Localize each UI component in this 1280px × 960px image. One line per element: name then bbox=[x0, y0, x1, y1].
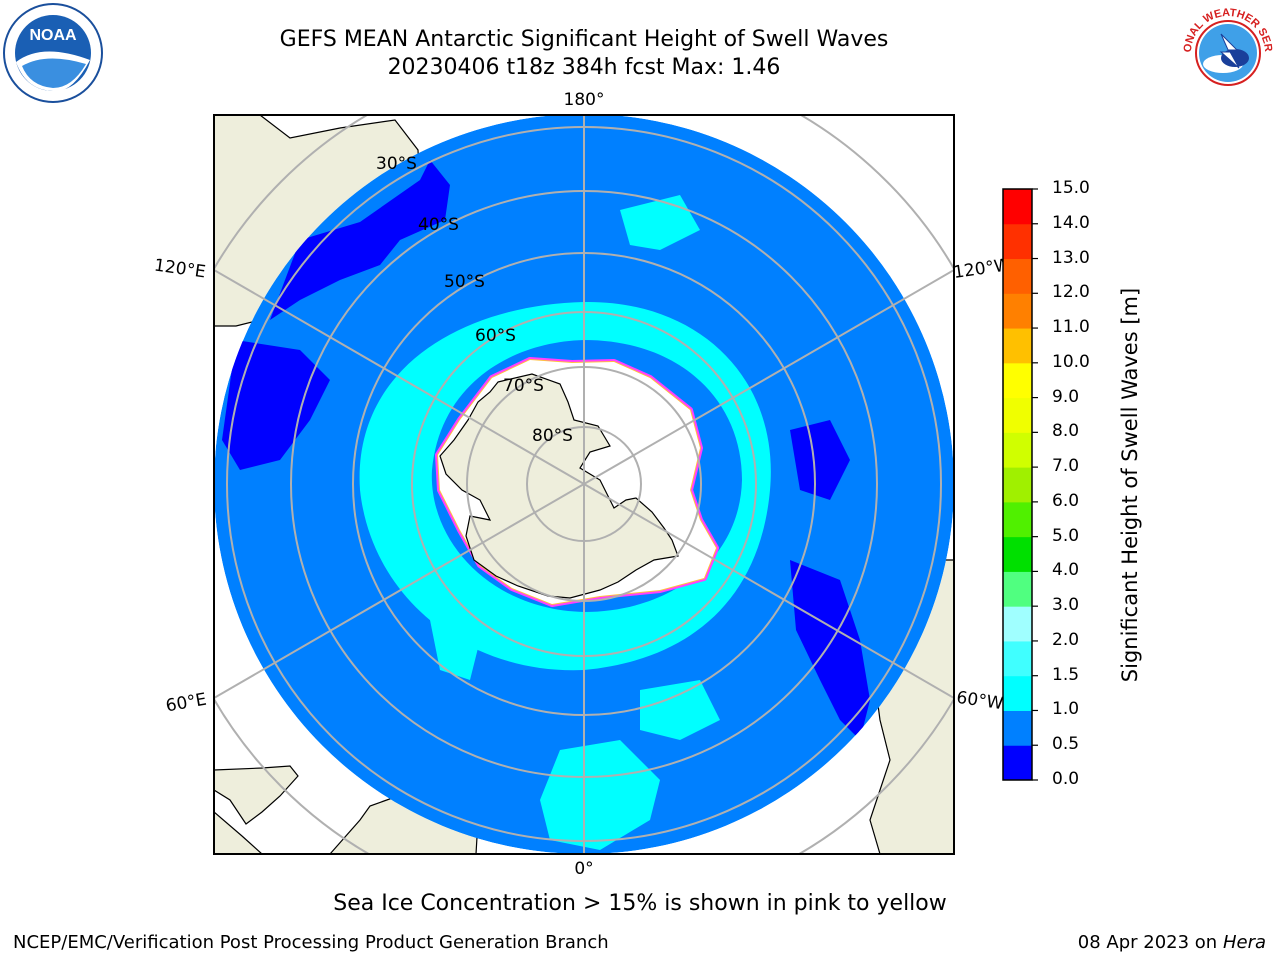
noaa-logo: NOAA bbox=[3, 3, 103, 103]
colorbar-tick-label: 13.0 bbox=[1052, 247, 1090, 268]
colorbar-tick-label: 9.0 bbox=[1052, 386, 1080, 407]
colorbar-swatch bbox=[1003, 501, 1032, 538]
colorbar-swatch bbox=[1003, 223, 1032, 260]
lat-label-40s: 40°S bbox=[418, 215, 459, 235]
lon-label-180: 180° bbox=[564, 90, 605, 110]
swell-patch-cyan-southeast bbox=[640, 680, 720, 740]
colorbar bbox=[1002, 188, 1038, 781]
footer-date-text: 08 Apr 2023 on bbox=[1077, 932, 1223, 953]
colorbar-tick-label: 0.5 bbox=[1052, 734, 1080, 755]
colorbar-tick-label: 14.0 bbox=[1052, 212, 1090, 233]
land-corner-southwest bbox=[214, 811, 263, 854]
map-border bbox=[213, 114, 955, 855]
chart-title: GEFS MEAN Antarctic Significant Height o… bbox=[279, 27, 889, 52]
colorbar-tick-label: 15.0 bbox=[1052, 178, 1090, 198]
lat-label-80s: 80°S bbox=[532, 426, 573, 446]
colorbar-tick-label: 0.0 bbox=[1052, 769, 1080, 789]
lat-label-30s: 30°S bbox=[376, 154, 417, 174]
swell-patch-cyan-north bbox=[620, 195, 700, 250]
colorbar-swatch bbox=[1003, 467, 1032, 503]
meridian-120e bbox=[214, 269, 585, 485]
swell-patch-cyan-ring bbox=[359, 301, 771, 671]
colorbar-tick-label: 10.0 bbox=[1052, 351, 1090, 372]
colorbar-swatch bbox=[1003, 258, 1032, 294]
meridian-120w bbox=[583, 269, 954, 485]
lat-label-50s: 50°S bbox=[444, 272, 485, 292]
colorbar-tick-label: 1.0 bbox=[1052, 699, 1080, 720]
colorbar-swatch bbox=[1003, 675, 1032, 711]
swell-patch-cyan-south bbox=[540, 740, 660, 850]
colorbar-tick-label: 6.0 bbox=[1052, 490, 1080, 511]
land-antarctica bbox=[439, 373, 679, 599]
lon-label-0: 0° bbox=[574, 859, 593, 879]
lon-label-120e: 120°E bbox=[153, 255, 207, 282]
colorbar-tick-label: 2.0 bbox=[1052, 629, 1080, 650]
colorbar-swatch bbox=[1003, 432, 1032, 468]
nws-logo: NATIONAL WEATHER SERVICE bbox=[1177, 2, 1277, 102]
lat-label-70s: 70°S bbox=[503, 376, 544, 396]
colorbar-tick-label: 4.0 bbox=[1052, 560, 1080, 581]
colorbar-swatch bbox=[1003, 189, 1032, 225]
meridian-60e bbox=[214, 483, 585, 699]
graticule bbox=[214, 115, 954, 854]
colorbar-swatch bbox=[1003, 745, 1032, 781]
colorbar-border bbox=[1002, 188, 1033, 781]
colorbar-tick-label: 12.0 bbox=[1052, 282, 1090, 303]
swell-band-west bbox=[222, 340, 330, 470]
lon-label-60e: 60°E bbox=[164, 690, 208, 717]
colorbar-swatch bbox=[1003, 606, 1032, 642]
colorbar-swatch bbox=[1003, 640, 1032, 677]
colorbar-swatch bbox=[1003, 328, 1032, 364]
swell-band-australia-coast bbox=[270, 160, 450, 320]
colorbar-tick-label: 1.5 bbox=[1052, 664, 1080, 685]
lat-label-60s: 60°S bbox=[475, 326, 516, 346]
footer-credit: NCEP/EMC/Verification Post Processing Pr… bbox=[13, 932, 609, 953]
colorbar-tick-label: 8.0 bbox=[1052, 421, 1080, 442]
colorbar-tick-label: 3.0 bbox=[1052, 595, 1080, 616]
colorbar-swatch bbox=[1003, 536, 1032, 572]
colorbar-tick-label: 11.0 bbox=[1052, 317, 1090, 338]
colorbar-swatch bbox=[1003, 362, 1032, 399]
colorbar-swatch bbox=[1003, 571, 1032, 607]
colorbar-swatch bbox=[1003, 293, 1032, 329]
footer-date: 08 Apr 2023 on Hera bbox=[1078, 932, 1266, 953]
swell-patch-cyan-southwest bbox=[430, 620, 480, 680]
footer-host: Hera bbox=[1222, 932, 1266, 953]
swell-band-east bbox=[790, 420, 850, 500]
meridian-60w bbox=[583, 483, 954, 699]
noaa-logo-text: NOAA bbox=[29, 27, 77, 44]
colorbar-swatch bbox=[1003, 397, 1032, 433]
chart-subtitle: 20230406 t18z 384h fcst Max: 1.46 bbox=[387, 55, 781, 80]
colorbar-tick-label: 5.0 bbox=[1052, 525, 1080, 546]
swell-band-south-america bbox=[790, 560, 870, 740]
colorbar-swatch bbox=[1003, 710, 1032, 746]
land-madagascar bbox=[214, 765, 299, 825]
sea-ice-caption: Sea Ice Concentration > 15% is shown in … bbox=[333, 891, 947, 916]
colorbar-tick-label: 7.0 bbox=[1052, 456, 1080, 477]
colorbar-title: Significant Height of Swell Waves [m] bbox=[1118, 287, 1142, 683]
lon-label-60w: 60°W bbox=[955, 688, 1004, 714]
